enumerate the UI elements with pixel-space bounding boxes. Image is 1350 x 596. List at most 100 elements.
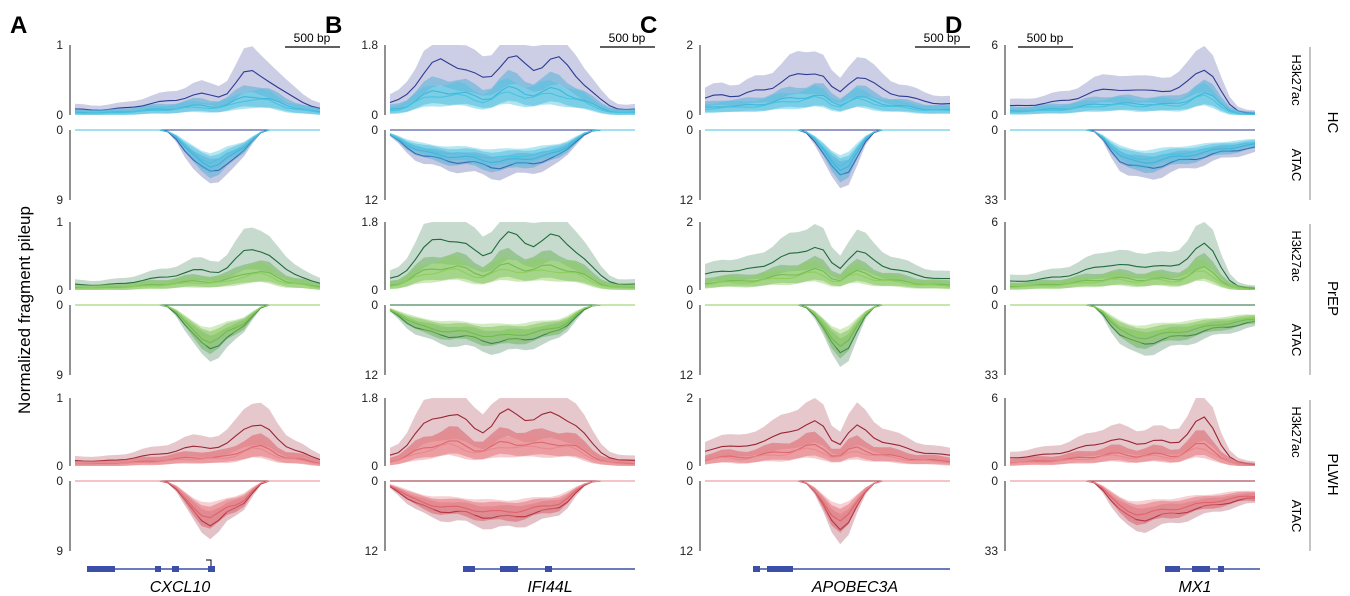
h3k27ac-line-1 — [389, 408, 636, 461]
h3k27ac-line-2 — [704, 94, 951, 111]
h3k27ac-line-3 — [74, 272, 321, 289]
h3k27ac-line-1 — [1009, 69, 1256, 114]
h3k27ac-line-3 — [74, 447, 321, 465]
atac-band-3 — [390, 130, 635, 166]
h3k27ac-band-3 — [1010, 436, 1255, 466]
track-prep: 6 00 33 — [985, 215, 1256, 382]
h3k27ac-band-2 — [390, 69, 635, 115]
gene-exon — [767, 566, 793, 572]
gene-exon — [172, 566, 179, 572]
gene-model — [87, 559, 215, 572]
gene-label: APOBEC3A — [811, 579, 898, 596]
h3k27ac-line-3 — [74, 98, 321, 114]
h3k27ac-band-3 — [1010, 82, 1255, 115]
atac-band-3 — [1010, 481, 1255, 520]
h3k27ac-zero-tick: 0 — [686, 283, 693, 297]
atac-line-3 — [705, 304, 950, 341]
h3k27ac-band-1 — [390, 398, 635, 465]
h3k27ac-line-2 — [1009, 443, 1256, 466]
h3k27ac-line-2 — [389, 440, 636, 465]
h3k27ac-line-1 — [704, 420, 951, 456]
track-plwh: 2 00 12 — [680, 391, 951, 558]
h3k27ac-label: H3k27ac — [1289, 406, 1304, 458]
h3k27ac-line-1 — [74, 249, 321, 286]
atac-band-2 — [75, 305, 320, 355]
y-axis-label: Normalized fragment pileup — [15, 206, 34, 414]
h3k27ac-band-1 — [1010, 398, 1255, 466]
h3k27ac-line-3 — [389, 442, 636, 465]
gene-exon — [1192, 566, 1210, 572]
atac-max-tick: 9 — [56, 544, 63, 558]
atac-band-2 — [75, 481, 320, 529]
gene-model — [1165, 566, 1260, 572]
atac-band-3 — [705, 481, 950, 525]
atac-max-tick: 12 — [680, 544, 694, 558]
h3k27ac-band-1 — [1010, 222, 1255, 290]
atac-zero-tick: 0 — [686, 298, 693, 312]
gene-exon — [500, 566, 518, 572]
atac-line-3 — [1010, 480, 1256, 511]
h3k27ac-line-3 — [1009, 270, 1256, 291]
h3k27ac-zero-tick: 0 — [371, 459, 378, 473]
atac-band-1 — [1010, 481, 1255, 533]
h3k27ac-band-1 — [705, 224, 950, 286]
gene-exon — [87, 566, 115, 572]
h3k27ac-line-1 — [1010, 416, 1256, 465]
atac-max-tick: 12 — [365, 193, 379, 207]
atac-zero-tick: 0 — [56, 123, 63, 137]
track-plwh: 6 00 33 — [985, 391, 1256, 558]
group-name: HC — [1324, 112, 1341, 134]
h3k27ac-band-1 — [75, 227, 320, 289]
h3k27ac-line-1 — [389, 231, 636, 285]
h3k27ac-line-3 — [389, 91, 636, 114]
atac-line-3 — [1010, 304, 1256, 336]
atac-zero-tick: 0 — [56, 298, 63, 312]
atac-max-tick: 9 — [56, 193, 63, 207]
gene-model — [753, 566, 950, 572]
group-labels: H3k27ac ATAC HC H3k27ac ATAC PrEP H3k27ac ATAC P… — [1289, 47, 1341, 551]
scale-bar-label: 500 bp — [609, 31, 646, 45]
gene-exon — [208, 566, 215, 572]
h3k27ac-line-3 — [1009, 94, 1256, 115]
h3k27ac-max-tick: 2 — [686, 391, 693, 405]
h3k27ac-max-tick: 2 — [686, 38, 693, 52]
h3k27ac-band-2 — [1010, 252, 1255, 290]
h3k27ac-zero-tick: 0 — [686, 459, 693, 473]
atac-band-3 — [75, 481, 320, 521]
h3k27ac-max-tick: 6 — [991, 215, 998, 229]
atac-line-3 — [75, 304, 320, 338]
track-hc: 1.8 00 12 — [361, 38, 636, 207]
atac-band-1 — [75, 305, 320, 362]
atac-band-3 — [75, 130, 320, 174]
atac-band-1 — [75, 481, 320, 540]
h3k27ac-band-3 — [75, 88, 320, 115]
gene-label: IFI44L — [527, 579, 572, 596]
panel-letter: C — [640, 12, 657, 39]
gene-exon — [1218, 566, 1224, 572]
h3k27ac-zero-tick: 0 — [991, 283, 998, 297]
h3k27ac-band-1 — [390, 222, 635, 289]
group-label-plwh: H3k27ac ATAC PLWH — [1289, 400, 1341, 551]
h3k27ac-band-2 — [1010, 79, 1255, 115]
atac-band-3 — [1010, 130, 1255, 169]
atac-zero-tick: 0 — [371, 474, 378, 488]
atac-line-3 — [1010, 129, 1256, 161]
atac-label: ATAC — [1289, 324, 1304, 357]
atac-band-2 — [1010, 481, 1255, 526]
atac-band-1 — [1010, 305, 1255, 356]
tss-arrow — [206, 559, 212, 566]
h3k27ac-line-3 — [1009, 447, 1256, 467]
h3k27ac-line-1 — [389, 55, 636, 111]
h3k27ac-max-tick: 2 — [686, 215, 693, 229]
h3k27ac-band-3 — [705, 260, 950, 290]
h3k27ac-band-2 — [1010, 430, 1255, 466]
scale-bar-label: 500 bp — [294, 31, 331, 45]
h3k27ac-max-tick: 1.8 — [361, 215, 378, 229]
h3k27ac-line-2 — [704, 443, 951, 463]
panel-letter: D — [945, 12, 962, 39]
atac-line-3 — [705, 129, 950, 167]
track-prep: 1 00 9 — [56, 215, 321, 382]
group-name: PrEP — [1324, 281, 1341, 316]
h3k27ac-zero-tick: 0 — [686, 108, 693, 122]
